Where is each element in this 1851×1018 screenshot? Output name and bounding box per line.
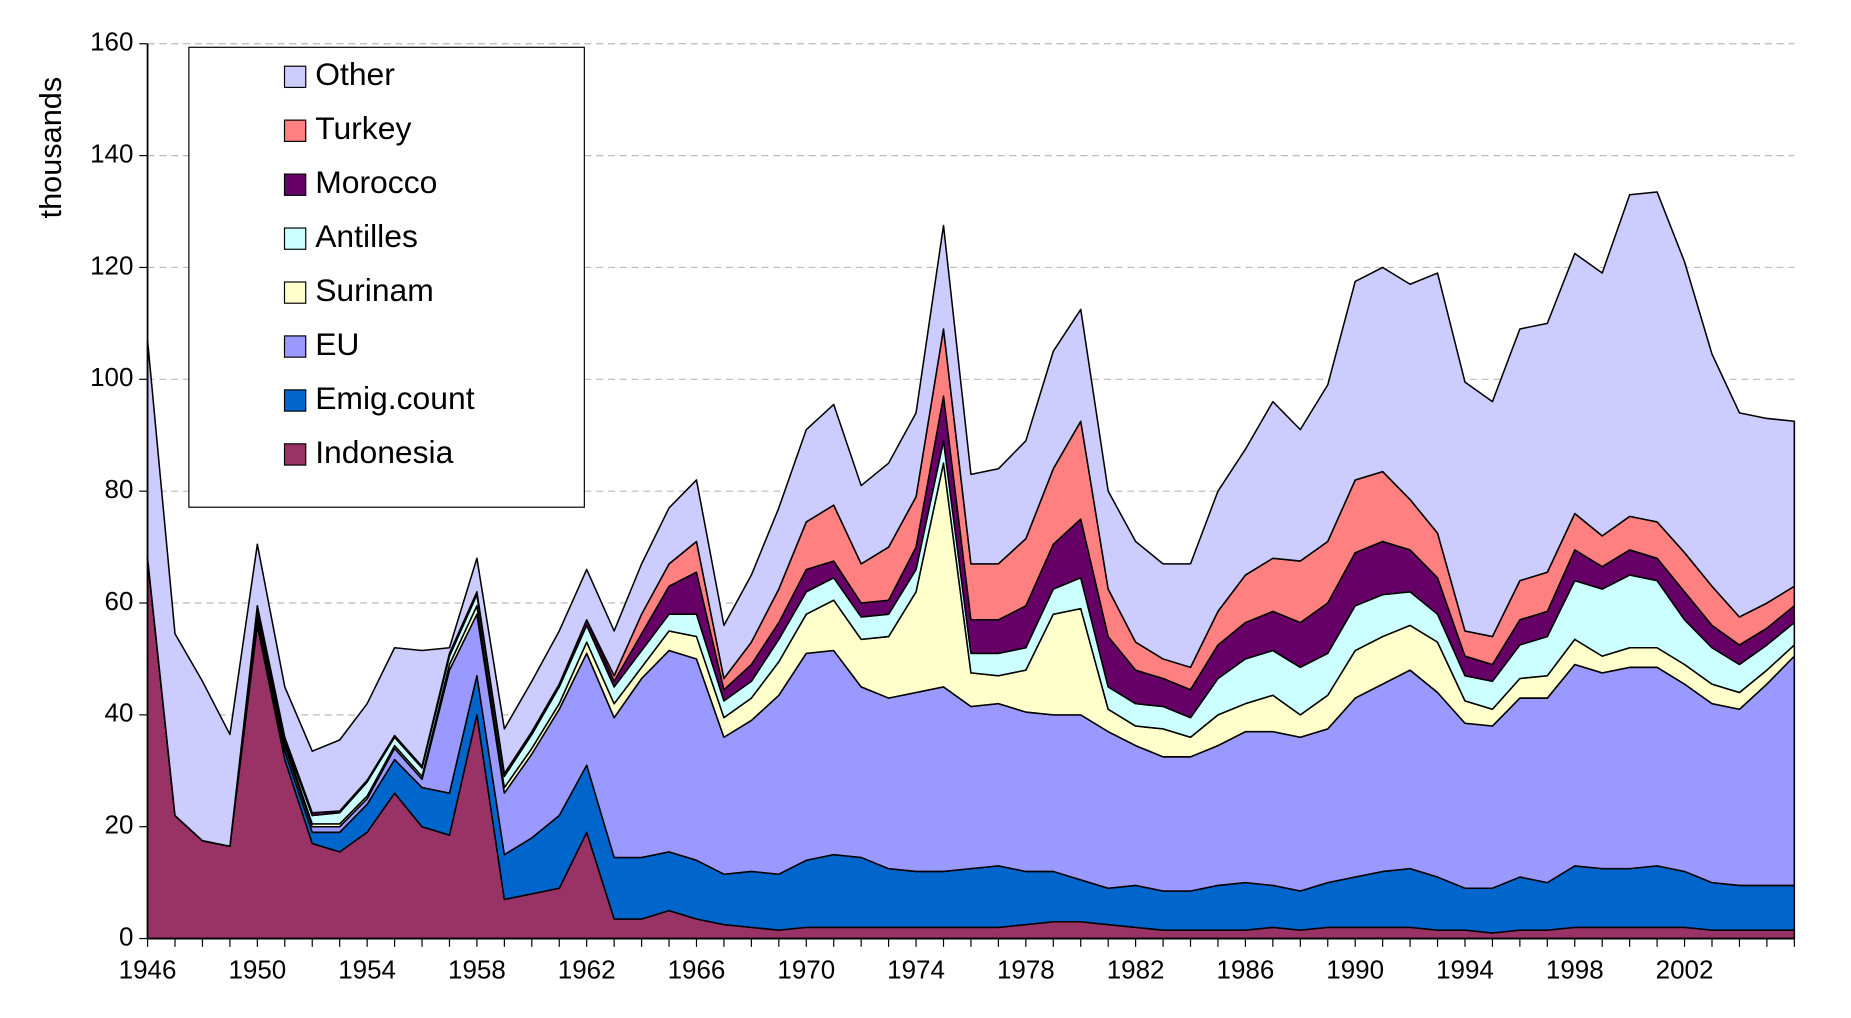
- legend-swatch: [283, 119, 307, 142]
- legend-swatch: [283, 389, 307, 412]
- x-tick-label: 1974: [887, 954, 945, 984]
- y-tick-label: 140: [90, 138, 133, 168]
- legend-label: Other: [315, 56, 395, 92]
- legend-label: Surinam: [315, 272, 434, 308]
- legend-swatch: [283, 335, 307, 358]
- legend-label: Morocco: [315, 164, 437, 200]
- x-tick-label: 2002: [1656, 954, 1714, 984]
- x-tick-label: 1978: [997, 954, 1055, 984]
- legend-box: [188, 46, 585, 508]
- legend-label: Turkey: [315, 110, 411, 146]
- x-tick-label: 1966: [668, 954, 726, 984]
- x-tick-label: 1994: [1436, 954, 1494, 984]
- x-tick-label: 1950: [228, 954, 286, 984]
- legend-swatch: [283, 281, 307, 304]
- x-tick-label: 1986: [1217, 954, 1275, 984]
- y-axis-label: thousands: [33, 77, 68, 219]
- legend-swatch: [283, 443, 307, 466]
- y-tick-label: 20: [105, 810, 134, 840]
- x-tick-label: 1958: [448, 954, 506, 984]
- x-tick-label: 1990: [1326, 954, 1384, 984]
- y-tick-label: 40: [105, 698, 134, 728]
- y-tick-label: 0: [119, 921, 133, 951]
- x-tick-label: 1954: [338, 954, 396, 984]
- legend-label: Antilles: [315, 218, 418, 254]
- y-tick-label: 100: [90, 362, 133, 392]
- x-tick-label: 1982: [1107, 954, 1165, 984]
- legend-label: Indonesia: [315, 434, 453, 470]
- y-tick-label: 160: [90, 27, 133, 57]
- legend-swatch: [283, 65, 307, 89]
- area: [146, 191, 1796, 848]
- legend-swatch: [283, 173, 307, 196]
- x-tick-label: 1970: [777, 954, 835, 984]
- legend-label: Emig.count: [315, 380, 475, 416]
- x-tick-label: 1962: [558, 954, 616, 984]
- legend-swatch: [283, 227, 307, 250]
- y-tick-label: 60: [105, 586, 134, 616]
- legend-label: EU: [315, 326, 359, 362]
- x-tick-label: 1946: [119, 954, 177, 984]
- x-tick-label: 1998: [1546, 954, 1604, 984]
- y-tick-label: 120: [90, 250, 133, 280]
- legend: Other Turkey Morocco Antilles Surinam EU Emig.…: [188, 46, 585, 508]
- y-tick-label: 80: [105, 474, 134, 504]
